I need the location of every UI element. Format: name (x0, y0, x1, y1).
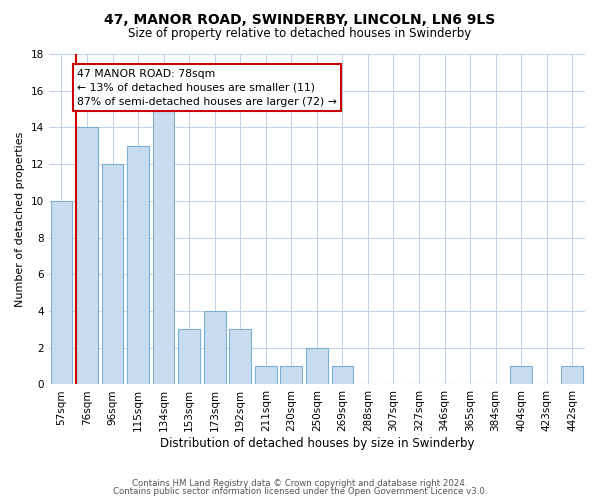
Text: 47, MANOR ROAD, SWINDERBY, LINCOLN, LN6 9LS: 47, MANOR ROAD, SWINDERBY, LINCOLN, LN6 … (104, 12, 496, 26)
Text: Contains public sector information licensed under the Open Government Licence v3: Contains public sector information licen… (113, 487, 487, 496)
Bar (127, 146, 149, 384)
Text: Contains HM Land Registry data © Crown copyright and database right 2024.: Contains HM Land Registry data © Crown c… (132, 478, 468, 488)
Bar (50, 201, 72, 384)
Bar (510, 366, 532, 384)
Bar (255, 366, 277, 384)
Bar (101, 164, 124, 384)
X-axis label: Distribution of detached houses by size in Swinderby: Distribution of detached houses by size … (160, 437, 474, 450)
Y-axis label: Number of detached properties: Number of detached properties (15, 132, 25, 307)
Bar (153, 109, 175, 384)
Bar (229, 330, 251, 384)
Bar (562, 366, 583, 384)
Bar (178, 330, 200, 384)
Text: 47 MANOR ROAD: 78sqm
← 13% of detached houses are smaller (11)
87% of semi-detac: 47 MANOR ROAD: 78sqm ← 13% of detached h… (77, 68, 337, 106)
Bar (306, 348, 328, 385)
Bar (332, 366, 353, 384)
Text: Size of property relative to detached houses in Swinderby: Size of property relative to detached ho… (128, 28, 472, 40)
Bar (204, 311, 226, 384)
Bar (280, 366, 302, 384)
Bar (76, 128, 98, 384)
